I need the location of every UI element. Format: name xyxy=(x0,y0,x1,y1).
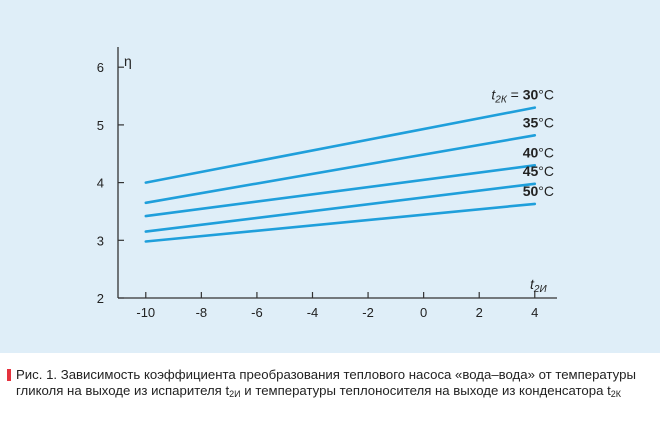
x-tick-label: -4 xyxy=(307,305,319,320)
series-label-unit: °C xyxy=(538,114,554,130)
series-label-30: t2К = 30°C xyxy=(491,87,554,106)
series-label-35: 35°C xyxy=(523,114,554,130)
series-label-45: 45°C xyxy=(523,163,554,179)
series-label-value: 50 xyxy=(523,183,539,199)
y-tick-label: 3 xyxy=(97,233,104,248)
series-line-40 xyxy=(144,164,537,218)
x-tick-label: 0 xyxy=(420,305,427,320)
series-label-value: 45 xyxy=(523,163,539,179)
series-line-35 xyxy=(144,134,537,205)
caption-sub-condenser: 2К xyxy=(610,389,621,399)
x-tick-label: -10 xyxy=(136,305,155,320)
x-tick-label: 4 xyxy=(531,305,538,320)
y-tick-label: 5 xyxy=(97,118,104,133)
chart-panel: 2 3 4 5 6 -10 -8 -6 -4 -2 0 2 4 η t2И t2К = 30°C 35°C 40… xyxy=(0,0,660,353)
x-tick-label: -8 xyxy=(196,305,208,320)
series-label-unit: °C xyxy=(538,163,554,179)
series-labels: t2К = 30°C35°C40°C45°C50°C xyxy=(491,87,554,199)
x-axis-title: t2И xyxy=(530,276,547,295)
figure-caption: Рис. 1. Зависимость коэффициента преобра… xyxy=(7,367,653,402)
series-label-sub: 2К xyxy=(494,95,508,106)
x-tick-label: 2 xyxy=(476,305,483,320)
series-label-unit: °C xyxy=(538,144,554,160)
series-label-unit: °C xyxy=(538,183,554,199)
series-label-unit: °C xyxy=(538,87,554,103)
series-label-value: 35 xyxy=(523,114,539,130)
series-lines xyxy=(144,106,537,243)
series-label-value: 30 xyxy=(523,87,539,103)
y-tick-label: 2 xyxy=(97,291,104,306)
series-line-45 xyxy=(144,182,537,233)
series-line-30 xyxy=(144,106,537,184)
y-tick-label: 4 xyxy=(97,176,104,191)
series-label-50: 50°C xyxy=(523,183,554,199)
caption-marker xyxy=(7,369,11,381)
x-axis-title-var: t xyxy=(530,276,535,292)
x-tick-label: -6 xyxy=(251,305,263,320)
x-tick-label: -2 xyxy=(362,305,374,320)
series-label-eq: = xyxy=(507,87,523,103)
y-axis-title: η xyxy=(124,53,132,69)
caption-text: Рис. 1. Зависимость коэффициента преобра… xyxy=(16,367,636,398)
caption-text-mid: и температуры теплоносителя на выходе из… xyxy=(240,383,611,398)
y-tick-label: 6 xyxy=(97,60,104,75)
series-label-40: 40°C xyxy=(523,144,554,160)
x-axis-title-sub: 2И xyxy=(533,284,548,295)
series-line-50 xyxy=(144,202,537,243)
caption-sub-evaporator: 2И xyxy=(229,389,241,399)
series-label-value: 40 xyxy=(523,144,539,160)
series-label-var: t xyxy=(491,87,496,103)
caption-body: Рис. 1. Зависимость коэффициента преобра… xyxy=(7,367,653,402)
